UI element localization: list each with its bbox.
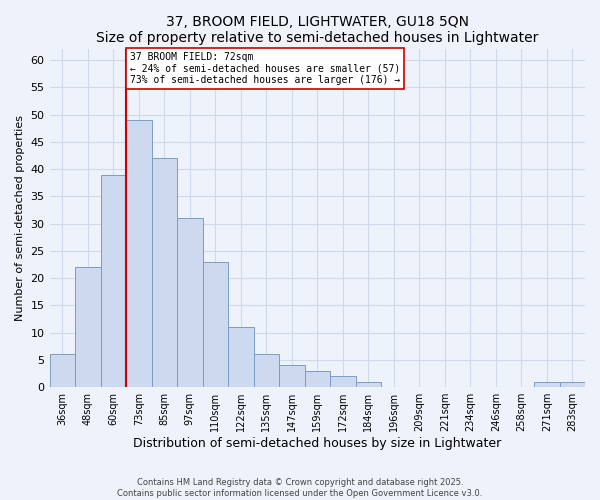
Y-axis label: Number of semi-detached properties: Number of semi-detached properties — [15, 115, 25, 321]
Bar — [228, 327, 254, 387]
Bar — [279, 366, 305, 387]
Bar — [560, 382, 585, 387]
Bar — [254, 354, 279, 387]
Bar — [177, 218, 203, 387]
Bar — [152, 158, 177, 387]
Bar — [330, 376, 356, 387]
Bar — [101, 174, 126, 387]
X-axis label: Distribution of semi-detached houses by size in Lightwater: Distribution of semi-detached houses by … — [133, 437, 502, 450]
Bar — [203, 262, 228, 387]
Bar — [75, 268, 101, 387]
Bar — [50, 354, 75, 387]
Text: 37 BROOM FIELD: 72sqm
← 24% of semi-detached houses are smaller (57)
73% of semi: 37 BROOM FIELD: 72sqm ← 24% of semi-deta… — [130, 52, 400, 85]
Bar — [305, 371, 330, 387]
Bar — [356, 382, 381, 387]
Bar — [534, 382, 560, 387]
Text: Contains HM Land Registry data © Crown copyright and database right 2025.
Contai: Contains HM Land Registry data © Crown c… — [118, 478, 482, 498]
Bar — [126, 120, 152, 387]
Title: 37, BROOM FIELD, LIGHTWATER, GU18 5QN
Size of property relative to semi-detached: 37, BROOM FIELD, LIGHTWATER, GU18 5QN Si… — [96, 15, 538, 45]
